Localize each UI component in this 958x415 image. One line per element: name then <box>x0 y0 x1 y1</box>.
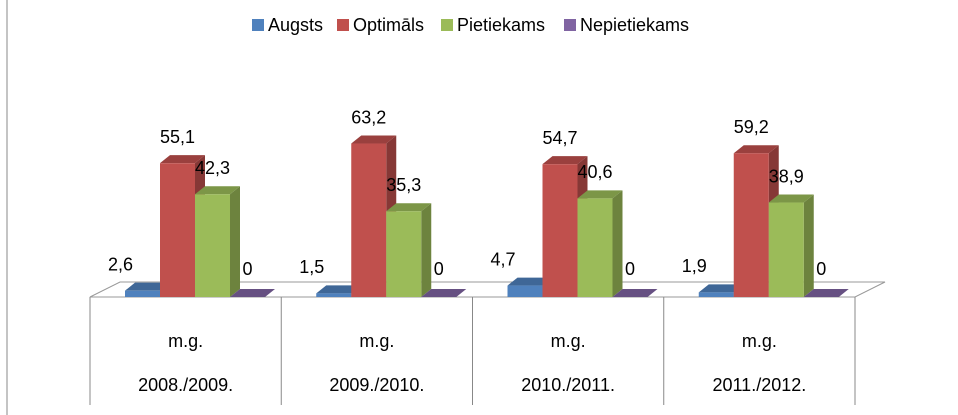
bar <box>803 289 849 297</box>
data-label: 55,1 <box>160 127 195 147</box>
x-tick-label: 2010./2011. <box>521 375 615 395</box>
x-tick-label: m.g. <box>168 331 203 351</box>
bar-face <box>768 194 814 203</box>
bar-face <box>577 190 623 199</box>
bar-face <box>316 293 352 297</box>
bar-face <box>733 153 769 297</box>
data-label: 0 <box>242 259 252 279</box>
bar-face <box>803 289 849 297</box>
x-tick-label: 2011./2012. <box>712 375 806 395</box>
legend-label: Optimāls <box>353 15 424 35</box>
bar <box>230 289 275 297</box>
data-label: 59,2 <box>734 117 769 137</box>
bar-face <box>195 186 240 195</box>
legend-label: Nepietiekams <box>580 15 689 35</box>
data-label: 1,5 <box>299 257 324 277</box>
bar-face <box>698 284 744 293</box>
bar-face <box>803 194 814 297</box>
data-label: 63,2 <box>351 107 386 127</box>
data-label: 0 <box>625 259 635 279</box>
bar-face <box>386 211 422 297</box>
data-label: 0 <box>816 259 826 279</box>
legend-label: Augsts <box>268 15 323 35</box>
bar <box>612 289 658 297</box>
bar <box>577 190 623 297</box>
data-label: 54,7 <box>542 128 577 148</box>
bar <box>768 194 814 297</box>
data-label: 1,9 <box>682 256 707 276</box>
x-tick-label: m.g. <box>359 331 394 351</box>
bar-face <box>507 285 543 297</box>
x-tick-label: m.g. <box>742 331 777 351</box>
bar-face <box>230 289 275 297</box>
bar-face <box>768 202 804 297</box>
data-label: 2,6 <box>108 254 133 274</box>
data-label: 38,9 <box>769 166 804 186</box>
bar-face <box>542 156 588 165</box>
legend-swatch <box>441 19 453 31</box>
data-label: 40,6 <box>577 162 612 182</box>
bar-face <box>351 135 397 144</box>
bar-face <box>421 203 432 297</box>
bar-face <box>612 289 658 297</box>
x-tick-label: 2009./2010. <box>329 375 424 395</box>
bar-face <box>542 164 578 297</box>
bar-face <box>421 289 467 297</box>
data-label: 42,3 <box>195 158 230 178</box>
bar-face <box>160 163 195 297</box>
x-tick-label: m.g. <box>551 331 586 351</box>
bar-face <box>733 145 779 154</box>
bar-face <box>230 186 240 297</box>
bar-face <box>351 143 387 297</box>
legend-swatch <box>252 19 264 31</box>
data-label: 35,3 <box>386 175 421 195</box>
data-label: 0 <box>434 259 444 279</box>
bar-face <box>125 290 160 297</box>
bar-face <box>125 282 170 291</box>
bar-face <box>316 285 362 294</box>
legend-swatch <box>337 19 349 31</box>
data-label: 4,7 <box>490 249 515 269</box>
bar-face <box>577 198 613 297</box>
bar-face <box>386 203 432 212</box>
x-tick-label: 2008./2009. <box>138 375 233 395</box>
legend-swatch <box>564 19 576 31</box>
bar-face <box>698 292 734 297</box>
legend-label: Pietiekams <box>457 15 545 35</box>
bar-face <box>612 190 623 297</box>
bar-face <box>195 194 230 297</box>
bar-face <box>507 277 553 286</box>
bar-face <box>160 155 205 164</box>
bar <box>195 186 240 297</box>
bar <box>386 203 432 297</box>
bar <box>421 289 467 297</box>
